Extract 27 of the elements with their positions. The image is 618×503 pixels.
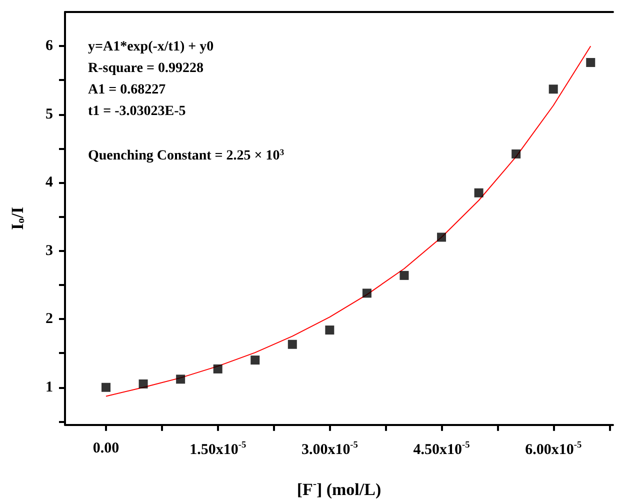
point [437, 232, 446, 242]
y-tick-label: 3 [46, 242, 53, 259]
y-tick-label: 1 [46, 379, 53, 396]
annotation: y=A1*exp(-x/t1) + y0 [88, 40, 214, 54]
point [474, 188, 484, 198]
y-tick-label: 6 [46, 38, 54, 54]
point [213, 364, 222, 374]
annotation: R-square = 0.99228 [88, 61, 204, 76]
y-tick-label: 5 [46, 106, 53, 122]
x-axis-title: [F-] (mol/L) [296, 478, 382, 499]
y-tick-label: 2 [46, 311, 53, 328]
y-axis-title: Io/I [8, 206, 27, 230]
x-tick-label: 0.00 [92, 440, 120, 456]
y-tick-label: 4 [46, 174, 54, 191]
annotation: t1 = -3.03023E-5 [88, 104, 186, 119]
annotation: A1 = 0.68227 [88, 82, 166, 98]
point [288, 340, 297, 349]
point [362, 288, 372, 298]
point [586, 58, 596, 68]
point [138, 379, 148, 388]
point [548, 84, 558, 94]
point [400, 270, 409, 280]
point [512, 149, 521, 158]
point [102, 382, 111, 392]
point [325, 326, 334, 335]
point [250, 356, 260, 365]
point [176, 374, 186, 384]
